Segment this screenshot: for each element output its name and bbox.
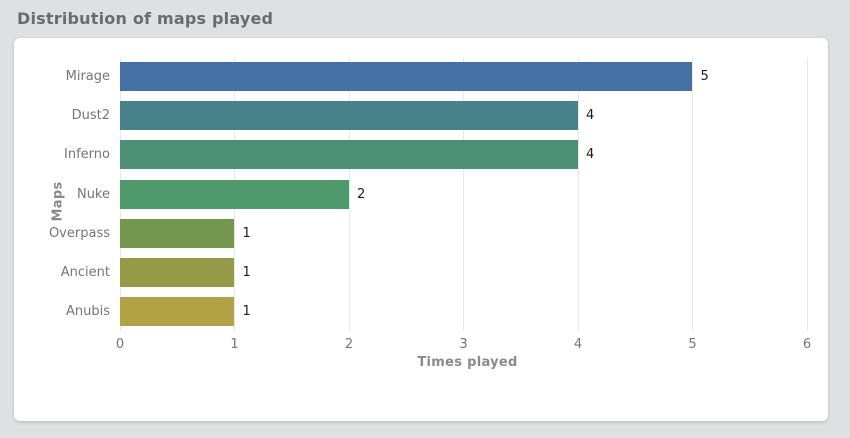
x-tick-label: 4 xyxy=(573,337,583,352)
bar-row: Dust2 4 xyxy=(72,101,815,131)
x-axis-title: Times played xyxy=(417,355,518,370)
x-tick-label: 5 xyxy=(688,337,697,352)
bar xyxy=(120,140,578,170)
bar-row: Overpass 1 xyxy=(49,218,815,248)
gridline xyxy=(463,57,465,331)
x-tick-label: 0 xyxy=(115,337,125,352)
category-label: Dust2 xyxy=(71,108,110,124)
bar-row: Mirage 5 xyxy=(66,62,815,92)
category-label: Ancient xyxy=(60,264,110,280)
bar-row: Nuke 2 xyxy=(77,179,815,209)
bar xyxy=(120,218,235,248)
x-tick-label: 3 xyxy=(459,337,468,352)
value-label: 4 xyxy=(585,147,595,163)
gridline xyxy=(348,57,350,331)
category-label: Nuke xyxy=(76,186,110,202)
bar xyxy=(120,179,349,209)
gridline xyxy=(806,57,808,331)
chart-card: 0 1 2 3 4 5 6 Mirage 5 Dust2 4 Inferno 4 Nuke 2 Overpas… xyxy=(14,38,828,421)
bar-row: Inferno 4 xyxy=(64,140,815,170)
value-label: 5 xyxy=(700,69,709,85)
x-tick-label: 1 xyxy=(230,337,239,352)
value-label: 4 xyxy=(585,108,595,124)
gridline xyxy=(577,57,579,331)
category-label: Anubis xyxy=(65,303,110,319)
page-title: Distribution of maps played xyxy=(17,9,274,28)
x-tick-label: 6 xyxy=(802,337,812,352)
value-label: 2 xyxy=(356,186,366,202)
bar xyxy=(120,62,693,92)
category-label: Overpass xyxy=(48,225,110,241)
value-label: 1 xyxy=(242,303,251,319)
bar-row: Ancient 1 xyxy=(61,257,815,287)
value-label: 1 xyxy=(242,225,251,241)
x-tick-label: 2 xyxy=(344,337,354,352)
bar xyxy=(120,296,235,326)
y-axis-title: Maps xyxy=(50,181,66,222)
bar xyxy=(120,257,235,287)
plot-area: 0 1 2 3 4 5 6 Mirage 5 Dust2 4 Inferno 4 Nuke 2 Overpas… xyxy=(49,57,815,352)
category-label: Inferno xyxy=(64,147,110,163)
category-label: Mirage xyxy=(65,69,110,85)
bar xyxy=(120,101,578,131)
gridline xyxy=(692,57,694,331)
bar-row: Anubis 1 xyxy=(66,296,815,326)
value-label: 1 xyxy=(242,264,251,280)
